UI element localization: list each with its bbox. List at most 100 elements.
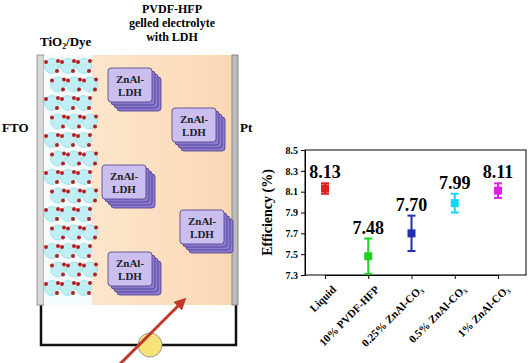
ldh-sheet: [180, 210, 224, 244]
tio2-particles: [44, 59, 98, 296]
tio2-particle: [67, 262, 82, 277]
ldh-label: LDH: [118, 270, 142, 282]
dye-molecule: [71, 180, 75, 184]
x-tick: Liquid: [307, 275, 338, 314]
tio2-particle: [77, 244, 92, 259]
tio2-particle: [77, 281, 92, 296]
dye-molecule: [78, 78, 82, 82]
tio2-particle: [61, 281, 76, 296]
ldh-label: LDH: [190, 228, 214, 240]
x-tick-mark: [412, 275, 413, 279]
dye-molecule: [76, 208, 80, 212]
dye-molecule: [94, 226, 98, 230]
data-label: 7.70: [396, 195, 428, 215]
tio2-particle: [83, 151, 98, 166]
dye-molecule: [87, 217, 91, 221]
dye-molecule: [56, 96, 60, 100]
ldh-sheet: [102, 165, 146, 199]
dye-molecule: [77, 162, 81, 166]
tio2-particle: [77, 59, 92, 74]
dye-molecule: [76, 97, 80, 101]
x-axis: Liquid10% PVDF-HFP0.25% ZnAl-CO₃0.5% ZnA…: [307, 275, 511, 349]
dye-molecule: [55, 180, 59, 184]
tio2-particle: [67, 114, 82, 129]
circuit-wire: [41, 300, 236, 345]
y-tick: 8.5: [286, 145, 306, 156]
fto-label: FTO: [2, 120, 29, 135]
dye-molecule: [72, 133, 76, 137]
pt-label: Pt: [240, 120, 253, 135]
dye-molecule: [44, 60, 48, 64]
dye-molecule: [82, 79, 86, 83]
data-label: 8.13: [309, 162, 341, 182]
ldh-label: LDH: [118, 86, 142, 98]
y-tick-label: 8.1: [286, 186, 299, 197]
y-axis-line: [301, 151, 306, 276]
error-cap: [451, 193, 459, 195]
y-tick-mark: [301, 233, 305, 234]
data-label: 7.99: [439, 173, 471, 193]
dye-molecule: [76, 282, 80, 286]
tio2-particle: [61, 207, 76, 222]
fto-layer: [37, 55, 44, 305]
data-label: 8.11: [483, 162, 514, 182]
y-tick-mark: [301, 275, 305, 276]
dye-molecule: [61, 88, 65, 92]
error-bar-group: [494, 183, 502, 198]
dye-molecule: [94, 152, 98, 156]
point: [408, 229, 416, 237]
tio2-particle: [45, 133, 60, 148]
ldh-sheet: [108, 68, 152, 102]
dye-molecule: [60, 171, 64, 175]
dye-molecule: [82, 116, 86, 120]
tio2-particle: [83, 114, 98, 129]
dye-molecule: [61, 273, 65, 277]
dye-molecule: [50, 264, 54, 268]
dye-molecule: [72, 59, 76, 63]
dye-molecule: [71, 217, 75, 221]
dye-molecule: [88, 207, 92, 211]
dye-molecule: [60, 97, 64, 101]
dye-molecule: [61, 162, 65, 166]
tio2-particle: [67, 188, 82, 203]
error-cap: [408, 215, 416, 217]
tio2-particle: [45, 281, 60, 296]
y-tick: 7.5: [286, 249, 306, 260]
dye-molecule: [60, 245, 64, 249]
y-axis-title: Efficiency (%): [260, 169, 276, 256]
ldh-particle: ZnAl-LDH: [108, 252, 161, 295]
dye-molecule: [44, 171, 48, 175]
dye-molecule: [71, 254, 75, 258]
dye-molecule: [56, 170, 60, 174]
dye-molecule: [71, 69, 75, 73]
dye-molecule: [66, 116, 70, 120]
plot-frame: [305, 150, 526, 275]
ldh-label: ZnAl-: [116, 73, 144, 85]
dye-molecule: [76, 134, 80, 138]
dye-molecule: [88, 244, 92, 248]
error-cap: [451, 212, 459, 214]
tio2-particle: [77, 207, 92, 222]
dye-molecule: [93, 236, 97, 240]
error-cap: [408, 250, 416, 252]
ldh-sheet: [172, 108, 216, 142]
dye-molecule: [44, 282, 48, 286]
x-tick: 1% ZnAl-CO₃: [455, 275, 511, 339]
pt-layer: [232, 55, 238, 305]
tio2-particle: [51, 262, 66, 277]
dye-molecule: [94, 78, 98, 82]
dye-molecule: [66, 79, 70, 83]
dye-molecule: [82, 264, 86, 268]
dye-molecule: [44, 134, 48, 138]
tio2-particle: [51, 151, 66, 166]
dye-molecule: [55, 291, 59, 295]
dye-molecule: [77, 88, 81, 92]
dye-molecule: [82, 190, 86, 194]
dye-molecule: [72, 170, 76, 174]
dye-molecule: [61, 125, 65, 129]
error-bar-group: [364, 239, 372, 274]
dye-molecule: [76, 245, 80, 249]
y-tick-mark: [301, 150, 305, 151]
dye-molecule: [50, 227, 54, 231]
y-tick: 8.1: [286, 186, 306, 197]
